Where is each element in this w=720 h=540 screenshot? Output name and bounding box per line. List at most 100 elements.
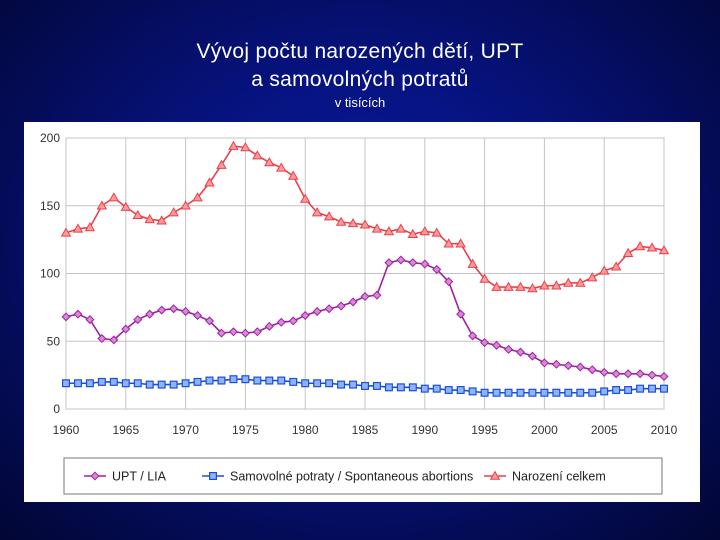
series-group [60, 140, 670, 397]
data-point [301, 379, 310, 388]
legend-label: UPT / LIA [112, 470, 167, 484]
series-3 [60, 140, 670, 293]
data-point [610, 261, 622, 271]
data-point [443, 238, 454, 248]
data-point [108, 192, 120, 202]
data-point [336, 301, 346, 311]
data-point [348, 297, 358, 307]
data-point [144, 213, 155, 224]
y-tick-label: 50 [47, 334, 61, 348]
x-tick-label: 1970 [172, 423, 199, 437]
data-point [265, 376, 274, 385]
data-point [169, 304, 179, 314]
data-point [181, 306, 191, 316]
data-point [492, 388, 501, 397]
data-point [564, 388, 573, 397]
data-point [156, 215, 167, 225]
data-point [624, 386, 633, 395]
data-point [121, 324, 131, 334]
data-point [467, 258, 478, 268]
data-point [289, 377, 298, 386]
legend: UPT / LIA Samovolné potraty / Spontaneous… [84, 470, 606, 484]
data-point [395, 223, 407, 233]
data-point [324, 304, 334, 314]
grid-lines [65, 137, 665, 410]
data-point [121, 379, 130, 388]
data-point [504, 388, 513, 397]
data-point [598, 265, 610, 275]
x-tick-label: 2005 [591, 423, 618, 437]
data-point [277, 376, 286, 385]
data-point [288, 316, 298, 326]
data-point [204, 177, 215, 187]
data-point [347, 217, 359, 228]
y-tick-label: 150 [40, 199, 60, 213]
data-point [551, 280, 562, 290]
data-point [575, 362, 585, 372]
data-point [276, 317, 286, 327]
data-point [181, 379, 190, 388]
data-point [634, 240, 646, 251]
data-point [85, 315, 95, 325]
data-point [456, 386, 465, 395]
data-point [299, 193, 311, 203]
data-point [444, 277, 454, 287]
data-point [552, 388, 561, 397]
x-tick-label: 1960 [53, 423, 80, 437]
data-point [408, 258, 418, 268]
data-point [60, 227, 72, 237]
data-point [73, 379, 82, 388]
data-point [133, 379, 142, 388]
data-point [61, 312, 71, 322]
x-tick-label: 1975 [232, 423, 259, 437]
data-point [515, 281, 526, 291]
legend-swatch-marker [90, 471, 100, 481]
data-point [241, 375, 250, 384]
data-point [157, 380, 166, 389]
data-point [205, 316, 215, 326]
data-point [586, 272, 598, 282]
data-point [252, 150, 263, 160]
data-point [396, 255, 406, 265]
data-point [647, 370, 657, 380]
data-point [120, 201, 132, 211]
data-point [193, 377, 202, 386]
data-point [240, 142, 251, 152]
data-point [539, 280, 550, 290]
data-point [240, 328, 250, 338]
data-point [217, 376, 226, 385]
data-point [599, 367, 609, 377]
legend-label: Narození celkem [512, 470, 606, 484]
series-2 [61, 375, 668, 397]
data-point [157, 305, 167, 315]
data-point [504, 344, 514, 354]
data-point [540, 388, 549, 397]
data-point [133, 315, 143, 325]
data-point [323, 211, 335, 221]
data-point [335, 216, 347, 226]
data-point [253, 376, 262, 385]
data-point [528, 388, 537, 397]
x-tick-label: 1980 [292, 423, 319, 437]
data-point [383, 226, 395, 236]
data-point [431, 227, 443, 237]
line-chart: 0 50 100 150 200 1960 1965 1970 1975 1980 1985 199… [40, 131, 678, 495]
data-point [193, 310, 203, 321]
data-point [145, 309, 155, 319]
legend-swatch-marker [209, 472, 218, 481]
data-point [480, 388, 489, 397]
data-point [420, 384, 429, 393]
data-point [635, 369, 645, 379]
data-point [407, 228, 419, 239]
data-point [109, 377, 118, 386]
data-point [432, 384, 441, 393]
data-point [659, 371, 669, 381]
data-point [264, 321, 274, 331]
data-point [456, 309, 466, 319]
data-point [61, 379, 70, 388]
data-point [84, 222, 96, 232]
data-point [229, 375, 238, 384]
data-point [636, 384, 645, 393]
data-point [527, 351, 537, 361]
data-point [300, 310, 310, 321]
